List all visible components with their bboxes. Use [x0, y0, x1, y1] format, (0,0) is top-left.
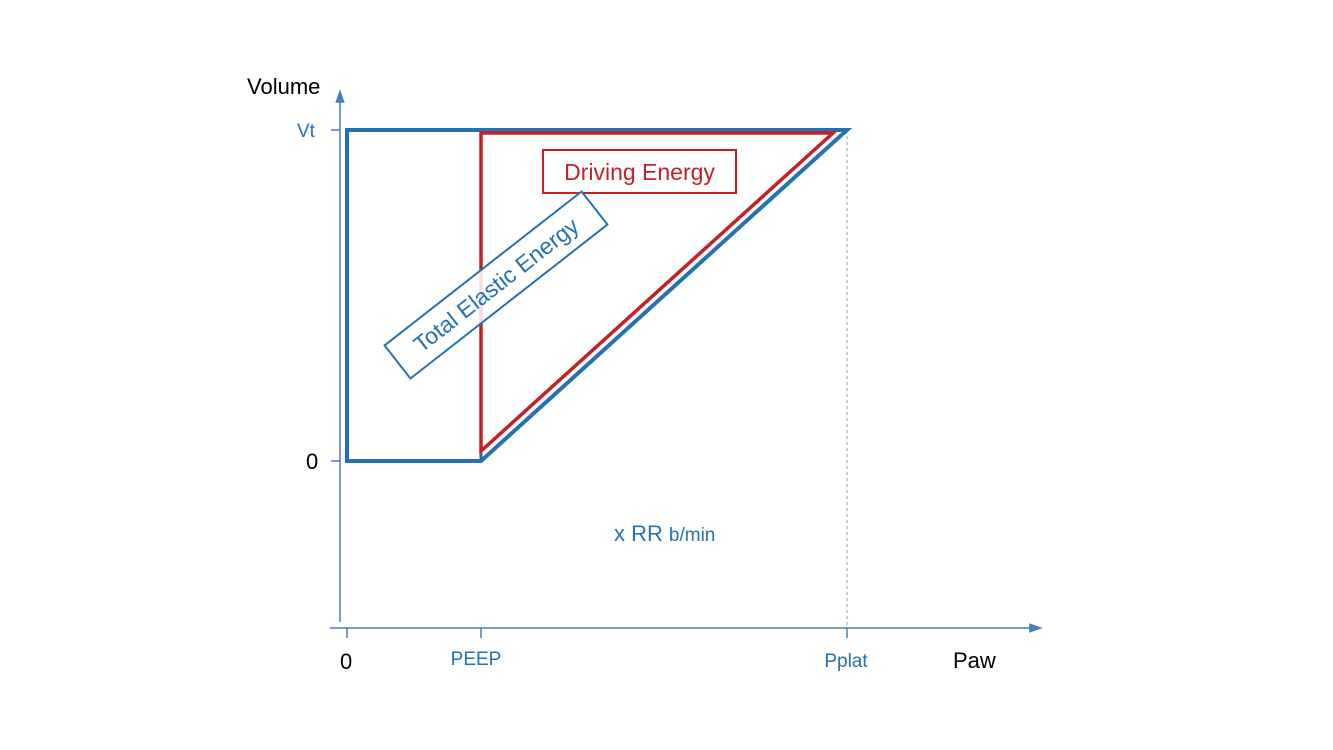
x-tick-label-pplat: Pplat	[824, 651, 868, 672]
y-tick-label-zero: 0	[306, 449, 318, 474]
x-tick-label-zero: 0	[340, 649, 352, 674]
total-elastic-energy-label: Total Elastic Energy	[408, 212, 584, 357]
total-elastic-energy-callout: Total Elastic Energy	[383, 190, 609, 380]
y-axis-title: Volume	[247, 74, 320, 99]
respiratory-rate-annotation: x RR b/min	[614, 521, 715, 546]
x-tick-label-peep: PEEP	[451, 649, 502, 670]
x-axis-title: Paw	[953, 648, 996, 673]
rate-prefix: x RR	[614, 521, 663, 546]
total-elastic-energy-label-box	[383, 190, 609, 380]
rate-unit: b/min	[669, 525, 715, 546]
y-tick-label-vt: Vt	[297, 121, 316, 142]
driving-energy-label: Driving Energy	[564, 159, 715, 185]
driving-energy-label-box	[542, 149, 737, 194]
